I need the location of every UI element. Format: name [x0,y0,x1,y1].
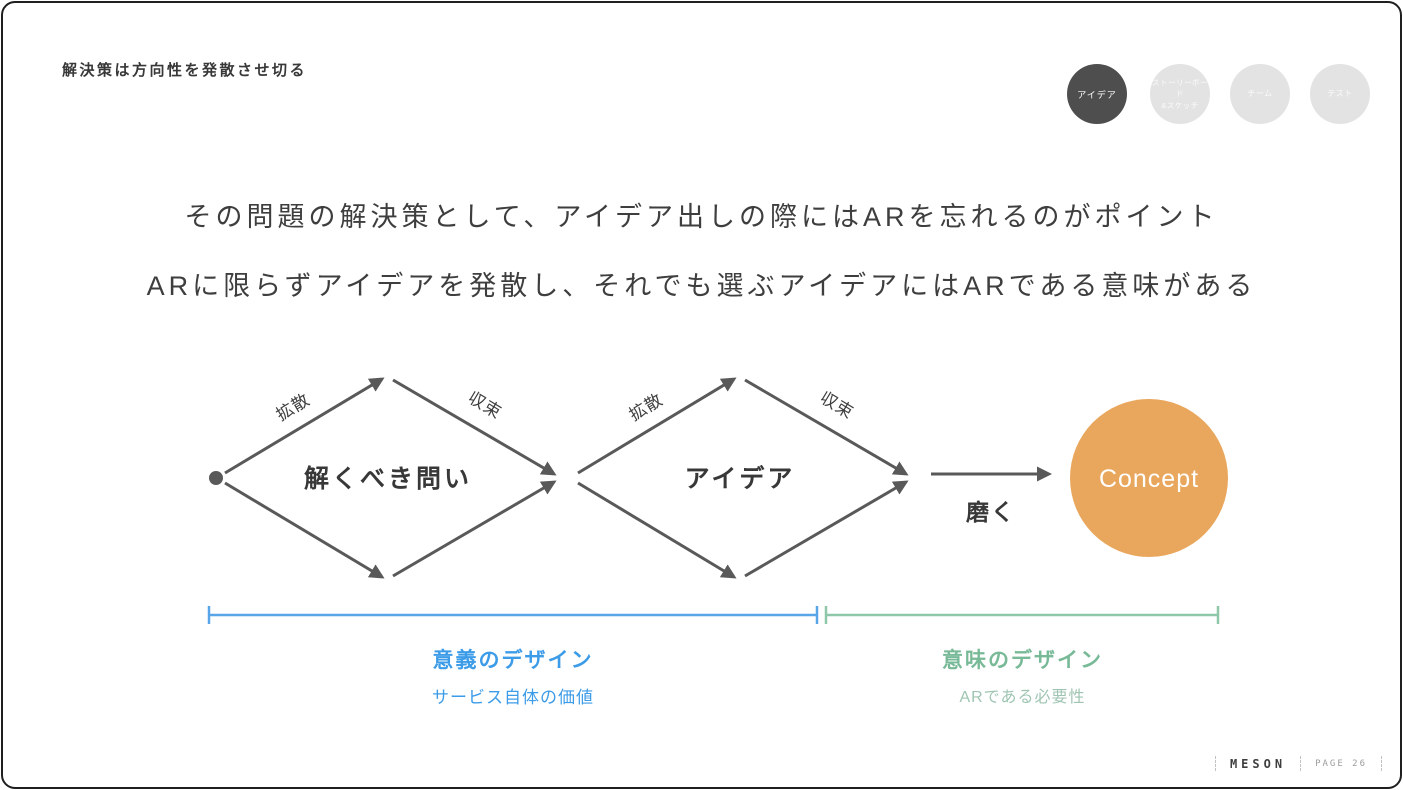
footer: MESON PAGE 26 [1214,756,1382,771]
process-step-label: チーム [1247,89,1273,98]
diamond1-edge-bottom-left [224,481,385,579]
zone-meaning-subtitle: ARである必要性 [959,689,1086,706]
diamond1-edge-top-left [224,377,385,475]
polish-label: 磨く [966,499,1016,525]
diamond2-edge-top-right [744,378,909,476]
zone-significance-title: 意義のデザイン [432,649,594,672]
diverge-label-1: 拡散 [273,390,314,425]
double-diamond-diagram: 拡散 収束 拡散 収束 解くべき問い アイデア 磨く Concept [207,377,1228,624]
concept-circle [1070,399,1228,557]
process-step-test: テスト [1310,64,1370,124]
process-step-storyboard: ストーリーボード &スケッチ [1150,64,1210,124]
process-step-label: &スケッチ [1161,100,1199,110]
zone-significance-subtitle: サービス自体の価値 [432,688,594,707]
diamond2-edge-bottom-right [744,480,909,578]
process-step-label: テスト [1327,89,1353,98]
diamond2-edge-bottom-left [577,481,737,579]
slide-title: 解決策は方向性を発散させ切る [62,62,308,79]
process-step-label: アイデア [1077,89,1117,100]
diagram-labels: 拡散 収束 拡散 収束 解くべき問い アイデア 磨く [273,388,1016,525]
diamond1-edge-top-right [392,378,557,476]
headline-line-2: ARに限らずアイデアを発散し、それでも選ぶアイデアにはARである意味がある [146,271,1257,301]
brand-logo: MESON [1229,756,1287,771]
converge-label-1: 収束 [465,388,506,423]
page-number: PAGE 26 [1315,758,1367,769]
concept-label: Concept [1099,465,1199,493]
converge-label-2: 収束 [817,388,858,423]
diamond1-edge-bottom-right [392,480,557,578]
start-dot [209,471,223,485]
diamond-edges [224,377,1052,579]
meaning-bracket [824,606,1220,624]
process-step-team: チーム [1230,64,1290,124]
process-step-label: ストーリーボード [1152,78,1208,99]
footer-divider [1381,756,1382,771]
diverge-label-2: 拡散 [626,390,667,425]
zone-meaning: 意味のデザイン ARである必要性 [826,644,1219,707]
process-step-idea: アイデア [1067,64,1127,124]
diamond2-edge-top-left [577,377,737,475]
significance-bracket [207,606,819,624]
footer-divider [1300,756,1302,771]
headline-line-1: その問題の解決策として、アイデア出しの際にはARを忘れるのがポイント [184,202,1219,232]
diamond2-label: アイデア [685,464,796,493]
zone-significance: 意義のデザイン サービス自体の価値 [209,644,817,708]
footer-divider [1214,756,1216,771]
diamond1-label: 解くべき問い [304,465,472,493]
zone-meaning-title: 意味のデザイン [942,649,1103,672]
